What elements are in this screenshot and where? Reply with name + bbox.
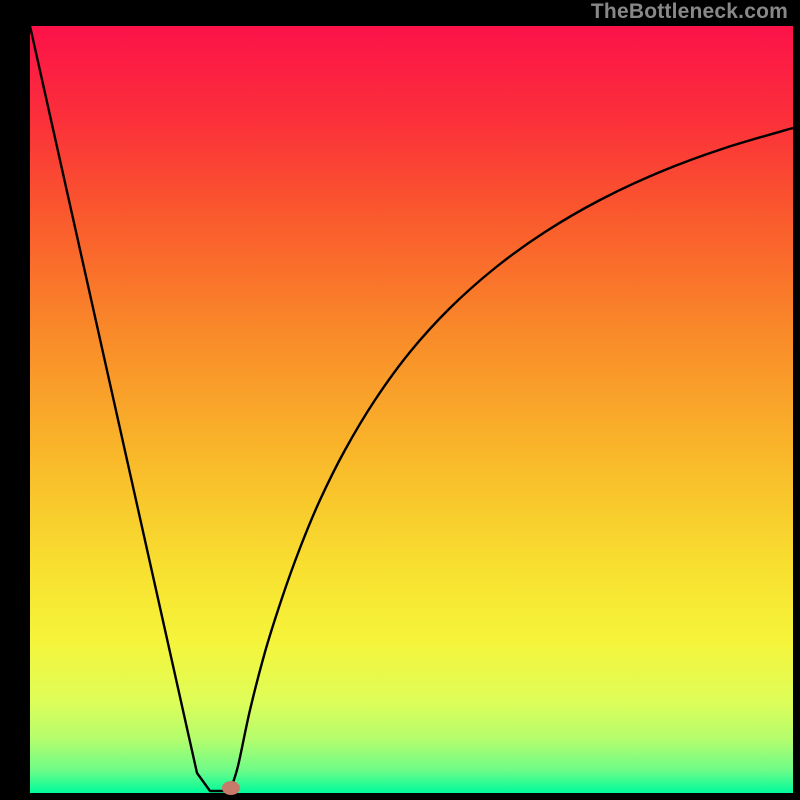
bottleneck-chart xyxy=(0,0,800,800)
chart-container: TheBottleneck.com xyxy=(0,0,800,800)
chart-gradient-background xyxy=(30,26,793,793)
watermark-text: TheBottleneck.com xyxy=(591,0,788,24)
optimal-point-marker xyxy=(222,781,240,795)
